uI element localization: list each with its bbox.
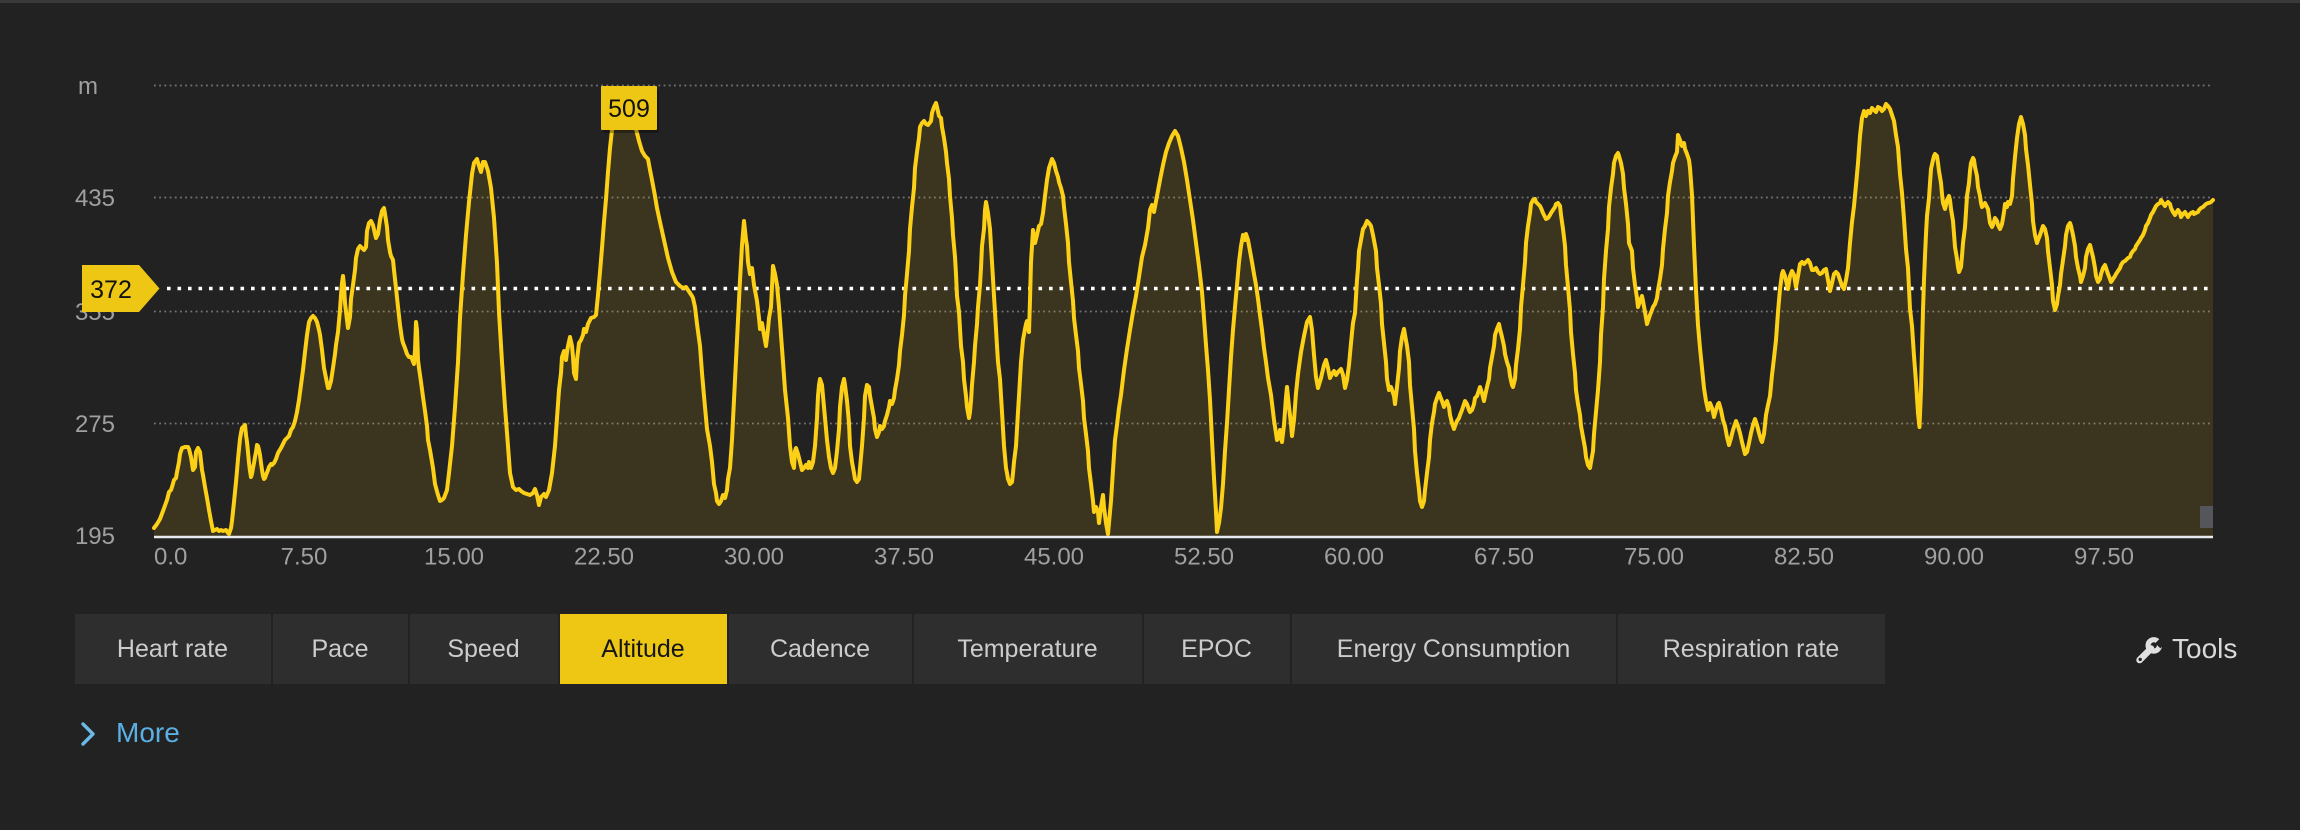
- svg-text:15.00: 15.00: [424, 544, 484, 571]
- svg-text:45.00: 45.00: [1024, 544, 1084, 571]
- svg-text:30.00: 30.00: [724, 544, 784, 571]
- svg-text:37.50: 37.50: [874, 544, 934, 571]
- svg-text:52.50: 52.50: [1174, 544, 1234, 571]
- svg-text:372: 372: [90, 276, 132, 304]
- svg-text:7.50: 7.50: [281, 544, 328, 571]
- svg-text:509: 509: [608, 95, 650, 123]
- svg-text:275: 275: [75, 411, 115, 438]
- svg-text:435: 435: [75, 185, 115, 212]
- svg-text:m: m: [78, 73, 98, 100]
- svg-text:82.50: 82.50: [1774, 544, 1834, 571]
- svg-text:60.00: 60.00: [1324, 544, 1384, 571]
- svg-text:75.00: 75.00: [1624, 544, 1684, 571]
- svg-text:90.00: 90.00: [1924, 544, 1984, 571]
- svg-text:195: 195: [75, 523, 115, 550]
- svg-text:97.50: 97.50: [2074, 544, 2134, 571]
- svg-text:67.50: 67.50: [1474, 544, 1534, 571]
- svg-text:0.0: 0.0: [154, 544, 187, 571]
- svg-text:22.50: 22.50: [574, 544, 634, 571]
